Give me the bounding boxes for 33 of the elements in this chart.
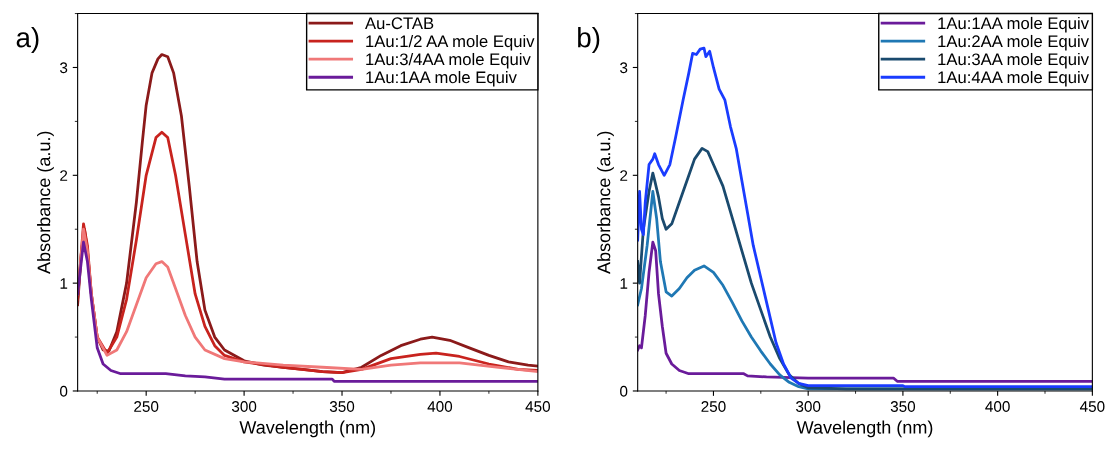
legend-label: 1Au:3AA mole Equiv <box>938 52 1089 69</box>
legend-label: 1Au:3/4AA mole Equiv <box>366 52 531 69</box>
y-axis-title: Absorbance (a.u.) <box>597 131 614 274</box>
legend-label: 1Au:1AA mole Equiv <box>938 16 1089 33</box>
x-tick-label: 250 <box>134 401 159 412</box>
x-tick-label: 300 <box>796 401 821 412</box>
legend-label: 1Au:1AA mole Equiv <box>366 71 517 87</box>
y-tick-label: 0 <box>60 385 68 397</box>
x-axis-title: Wavelength (nm) <box>239 420 376 438</box>
legend-label: Au-CTAB <box>365 17 434 30</box>
chart-title: a) <box>16 27 39 53</box>
x-tick-label: 350 <box>890 401 916 412</box>
y-tick-label: 3 <box>620 62 628 74</box>
x-tick-label: 450 <box>525 401 551 412</box>
x-tick-label: 300 <box>231 401 257 412</box>
x-tick-label: 350 <box>329 401 355 412</box>
chart-title: b) <box>578 27 600 53</box>
y-tick-label: 3 <box>59 62 68 74</box>
legend-label: 1Au:4AA mole Equiv <box>938 71 1089 87</box>
legend-label: 1Au:1/2 AA mole Equiv <box>366 34 535 51</box>
y-tick-label: 2 <box>620 170 628 181</box>
y-axis-title: Absorbance (a.u.) <box>37 131 54 274</box>
y-tick-label: 1 <box>60 278 68 289</box>
y-tick-label: 2 <box>60 170 68 181</box>
legend-label: 1Au:2AA mole Equiv <box>938 34 1089 51</box>
x-tick-label: 400 <box>427 401 453 412</box>
y-tick-label: 1 <box>620 278 628 289</box>
x-axis-title: Wavelength (nm) <box>796 420 933 438</box>
line-series <box>637 240 1093 383</box>
y-tick-label: 0 <box>620 385 628 397</box>
x-tick-label: 400 <box>985 401 1010 412</box>
x-tick-label: 450 <box>1079 401 1105 412</box>
x-tick-label: 250 <box>701 401 726 412</box>
